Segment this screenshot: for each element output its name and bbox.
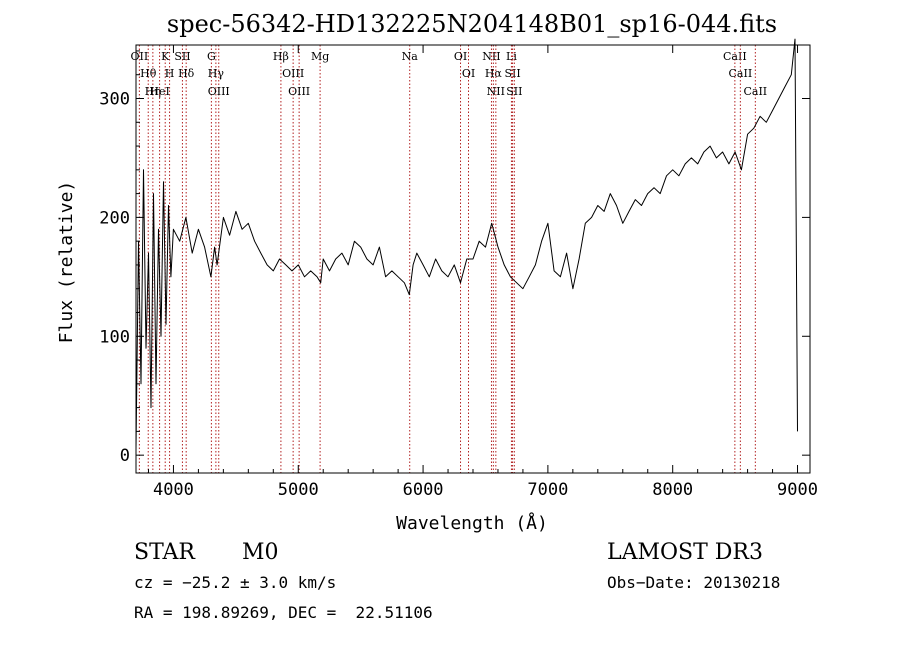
line-marker-label-15: Na (402, 50, 419, 63)
x-tick-label-0: 4000 (153, 480, 194, 500)
line-marker-label-6: SII (174, 50, 190, 63)
line-marker-label-16: OI (454, 50, 467, 63)
line-marker-label-19: Hα (485, 67, 503, 80)
line-marker-label-18: NII (482, 50, 500, 63)
y-tick-label-3: 300 (99, 90, 130, 110)
line-marker-label-22: SII (504, 67, 520, 80)
coordinates: RA = 198.89269, DEC = 22.51106 (134, 603, 433, 622)
y-axis-label: Flux (relative) (56, 181, 77, 344)
line-marker-label-7: Hδ (178, 67, 195, 80)
survey-name: LAMOST DR3 (607, 540, 763, 565)
chart-title: spec-56342-HD132225N204148B01_sp16-044.f… (167, 10, 777, 38)
y-tick-label-0: 0 (120, 446, 130, 466)
x-tick-label-3: 7000 (527, 480, 568, 500)
line-marker-label-13: OIII (288, 85, 310, 98)
line-marker-label-8: G (207, 50, 216, 63)
line-marker-label-12: OIII (282, 67, 304, 80)
line-marker-label-11: Hβ (273, 50, 289, 63)
line-marker-label-25: CaII (729, 67, 753, 80)
line-marker-label-9: Hγ (208, 67, 225, 80)
line-marker-label-14: Mg (311, 50, 329, 63)
line-marker-label-26: CaII (743, 85, 767, 98)
line-marker-label-24: CaII (723, 50, 747, 63)
y-tick-label-1: 100 (99, 327, 130, 347)
axes: 4000 5000 6000 7000 8000 9000 0 100 200 300 (99, 45, 818, 500)
redshift-velocity: cz = −25.2 ± 3.0 km/s (134, 573, 337, 592)
x-axis-label: Wavelength (Å) (396, 512, 548, 534)
line-marker-label-5: H (165, 67, 175, 80)
observation-date: Obs−Date: 20130218 (607, 573, 781, 592)
line-marker-label-2: Hη (145, 85, 161, 98)
line-marker-label-17: OI (462, 67, 475, 80)
object-class: STAR (134, 540, 195, 565)
line-marker-label-10: OIII (208, 85, 230, 98)
line-marker-label-21: Li (506, 50, 517, 63)
spectrum-series (135, 38, 798, 450)
x-tick-label-4: 8000 (652, 480, 693, 500)
x-tick-label-1: 5000 (278, 480, 319, 500)
series-line-0 (135, 38, 798, 450)
line-marker-label-20: NII (487, 85, 505, 98)
line-marker-label-23: SII (506, 85, 522, 98)
x-tick-label-5: 9000 (777, 480, 818, 500)
line-marker-label-0: OII (131, 50, 149, 63)
y-tick-label-2: 200 (99, 208, 130, 228)
object-subclass: M0 (242, 540, 279, 565)
line-marker-label-4: K (161, 50, 170, 63)
x-tick-label-2: 6000 (403, 480, 444, 500)
line-marker-label-1: Hθ (140, 67, 157, 80)
line-marker-label-3: HeI (149, 85, 169, 98)
